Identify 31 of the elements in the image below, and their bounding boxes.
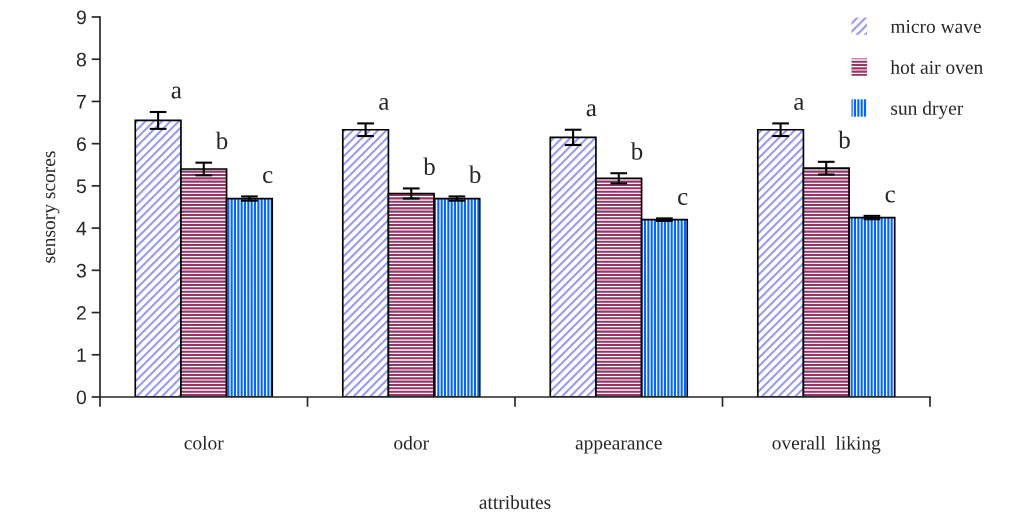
x-tick-label: odor: [394, 435, 429, 450]
y-tick-label: 4: [76, 221, 87, 236]
legend-label: hot air oven: [890, 60, 983, 74]
annotation: c: [885, 190, 895, 203]
annotation: a: [794, 98, 805, 110]
annotation: a: [171, 86, 182, 99]
y-axis-title: sensory scores: [45, 151, 60, 263]
annotation: c: [263, 171, 273, 184]
annotation: c: [678, 192, 688, 205]
y-tick-label: 5: [76, 179, 86, 194]
y-tick-label: 9: [76, 10, 86, 25]
y-tick-label: 0: [76, 390, 87, 405]
annotation: a: [379, 98, 390, 110]
y-tick-label: 3: [76, 263, 86, 278]
y-tick-label: 6: [76, 137, 86, 151]
y-tick-label: 2: [76, 306, 86, 320]
x-tick-label: overall liking: [772, 435, 881, 454]
annotation: b: [423, 157, 435, 176]
annotation: b: [468, 165, 481, 184]
y-tick-label: 1: [77, 348, 86, 362]
annotation: b: [838, 130, 850, 149]
x-tick-label: color: [184, 435, 224, 450]
x-axis-title: attributes: [479, 495, 551, 509]
annotation: b: [215, 131, 228, 150]
y-tick-label: 7: [76, 95, 86, 109]
x-tick-label: appearance: [575, 440, 662, 454]
y-tick-label: 8: [76, 52, 86, 67]
legend-label: sun dryer: [891, 101, 964, 119]
annotation: a: [586, 104, 597, 117]
annotation: b: [630, 142, 643, 160]
legend-label: micro wave: [890, 19, 981, 34]
